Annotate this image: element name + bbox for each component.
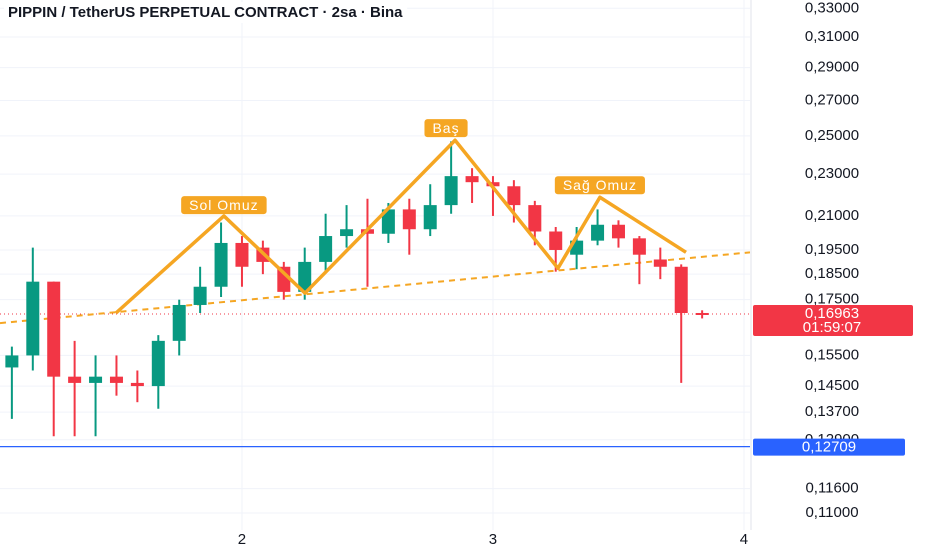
annotation-box [181,196,267,215]
candle-body [632,238,646,255]
title-bg [4,1,408,23]
candle-body [340,229,354,237]
candle-body [5,355,19,368]
y-tick-label: 0,23000 [805,165,859,182]
candle-body [319,236,333,262]
annotation-label: Sol Omuz [189,197,258,213]
candle-body [695,312,709,315]
candle-body [214,242,228,287]
candle-body [235,242,249,267]
x-tick-label: 4 [740,531,748,548]
candle-body [423,205,437,230]
y-tick-label: 0,21000 [805,207,859,224]
candle-body [68,376,82,383]
countdown-label: 01:59:07 [803,319,861,336]
last-price-label: 0,16963 [805,305,859,322]
neckline [0,251,750,325]
plot-area: Sol Omuz Baş Sağ Omuz PIPPIN / TetherUS PER… [0,0,750,530]
y-tick-label: 0,29000 [805,59,859,76]
level-box [753,438,905,456]
candle-body [611,224,625,239]
candle-body [549,231,563,250]
candle-body [653,259,667,267]
candle-body [109,376,123,383]
candle-body [277,266,291,292]
candle-body [507,186,521,206]
y-tick-label: 0,17500 [805,291,859,308]
annotation: Sağ Omuz [554,176,645,195]
annotation: Sol Omuz [181,196,267,215]
annotation-box [554,176,645,195]
candle-body [47,281,61,377]
y-tick-label: 0,15500 [805,346,859,363]
candle-body [172,304,186,341]
x-tick-label: 2 [238,531,246,548]
candle-body [298,261,312,292]
candle-body [151,340,165,387]
y-tick-label: 0,11000 [805,504,858,521]
candle-body [465,176,479,183]
annotation: Baş [424,119,468,138]
y-tick-label: 0,13700 [805,403,859,420]
candle-body [89,376,103,383]
annotation-box [424,119,468,138]
candle-body [444,176,458,206]
candle-body [486,182,500,187]
annotation-label: Baş [432,120,459,136]
annotation-label: Sağ Omuz [563,177,637,193]
y-tick-label: 0,11600 [805,480,858,497]
candle-body [381,209,395,234]
candle-body [591,224,605,241]
y-tick-label: 0,19500 [805,241,859,258]
y-tick-label: 0,25000 [805,127,859,144]
pattern-line [114,138,687,315]
candle-body [130,382,144,387]
y-tick-label: 0,18500 [805,265,859,282]
candle-body [402,209,416,230]
axis-area: 0,33000 0,31000 0,29000 0,27000 0,25000 0,230… [238,0,913,548]
candle-body [26,281,40,356]
candle-body [193,286,207,305]
level-label: 0,12709 [802,439,856,456]
x-tick-label: 3 [489,531,497,548]
last-price-box [753,304,913,336]
candle-body [528,205,542,232]
y-tick-label: 0,33000 [805,0,859,16]
chart-title: PIPPIN / TetherUS PERPETUAL CONTRACT · 2… [8,4,403,21]
candle-body [674,266,688,313]
y-tick-label: 0,14500 [805,377,859,394]
y-tick-label: 0,31000 [805,28,859,45]
y-tick-label: 0,27000 [805,91,859,108]
